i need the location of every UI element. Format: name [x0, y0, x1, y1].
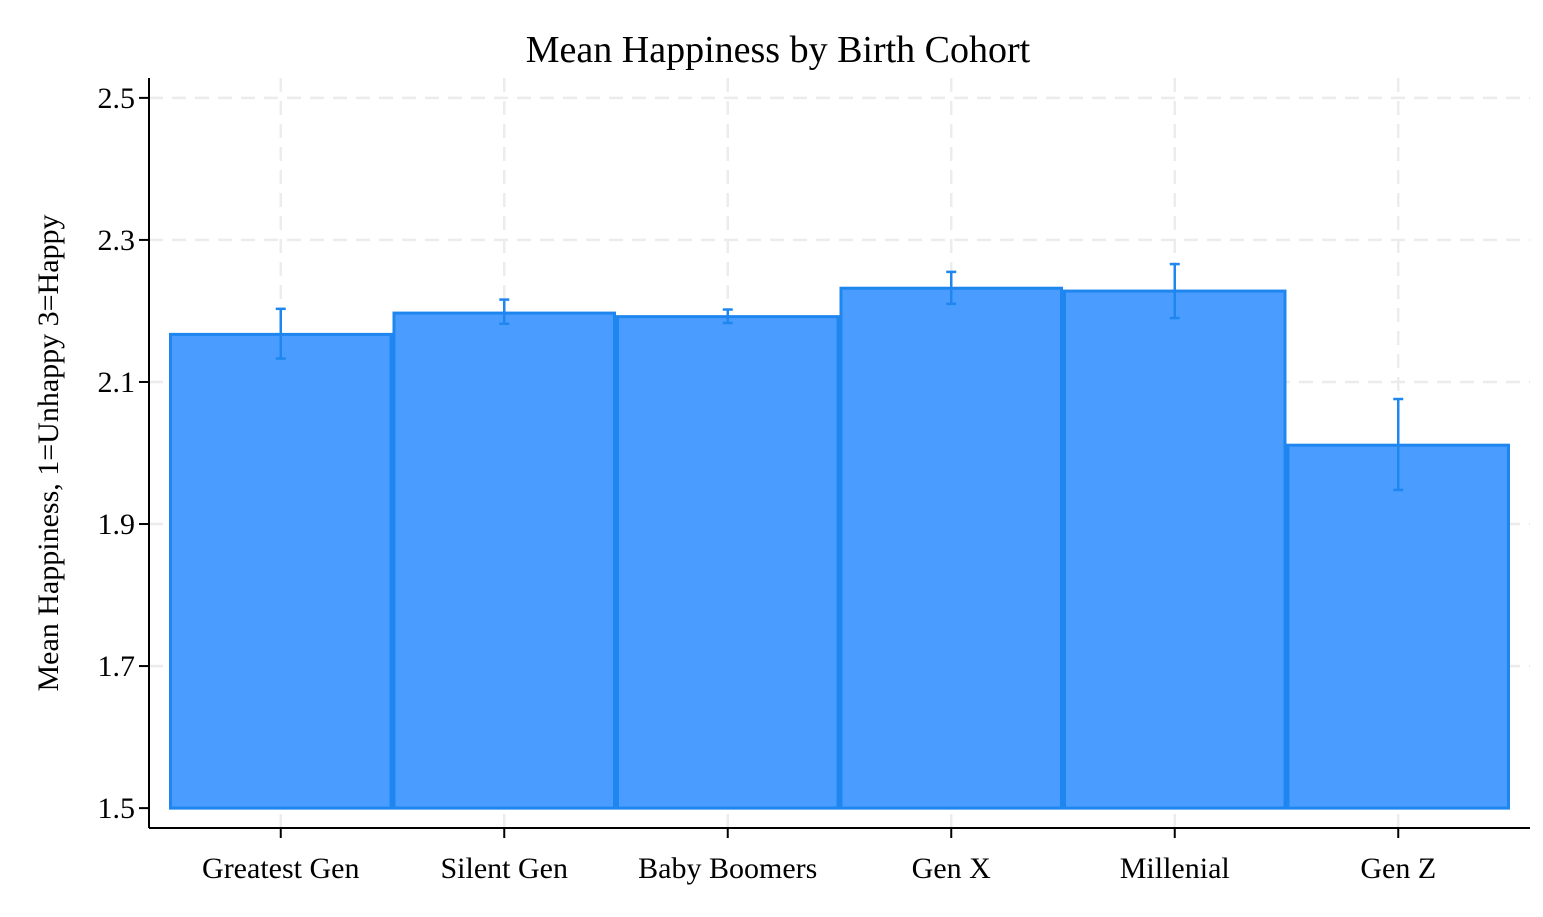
- bar: [839, 286, 1063, 810]
- x-tick-label: Millenial: [1120, 852, 1230, 885]
- error-bar: [722, 308, 733, 325]
- x-tick-label: Baby Boomers: [638, 852, 817, 885]
- chart-title: Mean Happiness by Birth Cohort: [526, 29, 1031, 71]
- x-tick-label: Silent Gen: [441, 852, 569, 885]
- y-ticks: 1.5 1.7 1.9 2.1 2.3 2.5: [98, 82, 149, 825]
- x-tick-label: Gen Z: [1360, 852, 1436, 885]
- error-bar: [1169, 262, 1180, 320]
- x-tick-label: Greatest Gen: [202, 852, 359, 885]
- bars-layer: [169, 286, 1510, 810]
- y-axis-label: Mean Happiness, 1=Unhappy 3=Happy: [32, 214, 65, 691]
- error-bar: [1393, 397, 1404, 492]
- y-tick-label: 2.5: [98, 82, 136, 115]
- y-tick-label: 2.1: [98, 366, 136, 399]
- x-tick-label: Gen X: [912, 852, 991, 885]
- error-bar: [499, 298, 510, 325]
- y-tick-label: 1.5: [98, 792, 136, 825]
- bar: [1063, 289, 1287, 810]
- error-bar: [946, 270, 957, 306]
- y-tick-label: 1.7: [98, 650, 136, 683]
- bar: [392, 311, 616, 810]
- bar: [616, 315, 840, 810]
- error-bar: [275, 307, 286, 360]
- bar: [1286, 443, 1510, 810]
- y-tick-label: 1.9: [98, 508, 136, 541]
- axes-layer: [148, 78, 1530, 829]
- bar: [169, 332, 393, 810]
- error-bars-layer: [275, 262, 1404, 492]
- x-ticks: Greatest Gen Silent Gen Baby Boomers Gen X M…: [202, 828, 1436, 885]
- y-tick-label: 2.3: [98, 224, 136, 257]
